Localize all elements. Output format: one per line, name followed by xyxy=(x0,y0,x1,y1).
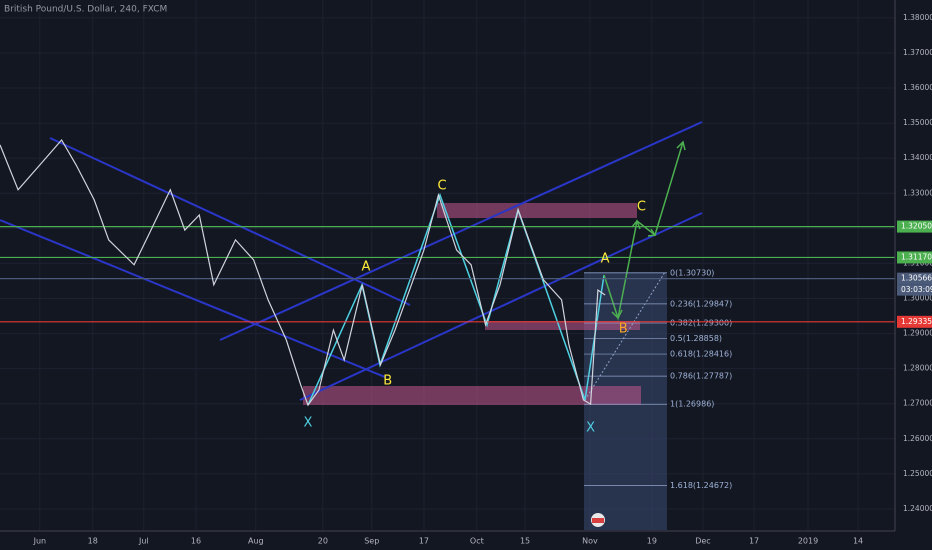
y-tick-label: 1.24000 xyxy=(903,504,932,513)
pattern-label: C xyxy=(438,178,447,193)
zone xyxy=(303,386,641,405)
x-tick-label: 20 xyxy=(318,537,328,546)
y-tick-label: 1.30000 xyxy=(903,293,932,302)
x-tick-label: 14 xyxy=(853,537,863,546)
pattern-label: B xyxy=(383,373,392,388)
price-badge-label: 1.30566 xyxy=(901,274,932,283)
x-tick-label: 15 xyxy=(520,537,530,546)
x-tick-label: Sep xyxy=(364,537,379,546)
y-tick-label: 1.38000 xyxy=(903,13,932,22)
fib-label: 0.786(1.27787) xyxy=(670,372,732,381)
x-tick-label: 17 xyxy=(749,537,759,546)
y-tick-label: 1.35000 xyxy=(903,118,932,127)
x-tick-label: Aug xyxy=(248,537,264,546)
y-tick-label: 1.33000 xyxy=(903,188,932,197)
x-tick-label: Dec xyxy=(695,537,710,546)
price-badge xyxy=(897,272,932,285)
y-tick-label: 1.26000 xyxy=(903,434,932,443)
fib-diagonal xyxy=(584,271,666,401)
fib-label: 0.618(1.28416) xyxy=(670,350,732,359)
price-badge xyxy=(897,251,932,264)
zone xyxy=(485,321,640,330)
channel-line xyxy=(49,137,411,306)
y-tick-label: 1.37000 xyxy=(903,48,932,57)
y-tick-label: 1.29000 xyxy=(903,329,932,338)
price-badge xyxy=(897,220,932,233)
fib-label: 1.618(1.24672) xyxy=(670,481,732,490)
chart-title: British Pound/U.S. Dollar, 240, FXCM xyxy=(4,5,167,15)
x-tick-label: Jun xyxy=(33,537,47,546)
y-tick-label: 1.28000 xyxy=(903,364,932,373)
price-badge-label: 1.29335 xyxy=(901,317,932,326)
fib-label: 0(1.30730) xyxy=(670,268,714,277)
pattern-label: X xyxy=(304,416,313,431)
x-tick-label: Jul xyxy=(138,537,149,546)
x-tick-label: 18 xyxy=(88,537,98,546)
channel-line xyxy=(219,121,703,341)
x-tick-label: Oct xyxy=(470,537,484,546)
fib-label: 0.382(1.29300) xyxy=(670,319,732,328)
x-tick-label: 17 xyxy=(419,537,429,546)
pattern-label: A xyxy=(362,259,371,274)
fib-label: 0.5(1.28858) xyxy=(670,334,722,343)
y-tick-label: 1.27000 xyxy=(903,399,932,408)
x-tick-label: 16 xyxy=(191,537,201,546)
countdown-badge xyxy=(897,284,932,296)
y-tick-label: 1.25000 xyxy=(903,469,932,478)
pattern-label: B xyxy=(619,322,628,337)
zone xyxy=(437,203,637,218)
pattern-label: X xyxy=(586,420,595,435)
arrow-heads xyxy=(611,140,686,320)
time-axis xyxy=(0,531,932,550)
price-badge-label: 1.32050 xyxy=(901,222,932,231)
price-badge xyxy=(897,315,932,328)
price-badge-label: 1.31170 xyxy=(901,252,932,261)
event-icon-flag xyxy=(592,518,604,523)
drawings xyxy=(0,121,703,530)
fib-label: 0.236(1.29847) xyxy=(670,299,732,308)
grid xyxy=(0,0,895,530)
axes: 1.38000 1.37000 1.36000 1.35000 1.34000 1.330… xyxy=(33,13,932,546)
pattern-label: A xyxy=(601,251,610,266)
x-tick-label: 2019 xyxy=(798,537,818,546)
channel-line xyxy=(299,212,703,401)
price-line-series xyxy=(0,138,606,407)
plot: 0(1.30730) 0.236(1.29847) 0.382(1.29300) 0.… xyxy=(0,138,895,490)
countdown: 03:03:09 xyxy=(901,285,932,294)
y-tick-label: 1.36000 xyxy=(903,83,932,92)
fib-label: 1(1.26986) xyxy=(670,400,714,409)
x-tick-label: Nov xyxy=(582,537,598,546)
pattern-label: C xyxy=(637,199,646,214)
x-tick-label: 19 xyxy=(647,537,657,546)
y-tick-label: 1.34000 xyxy=(903,153,932,162)
channel-line xyxy=(0,219,386,378)
